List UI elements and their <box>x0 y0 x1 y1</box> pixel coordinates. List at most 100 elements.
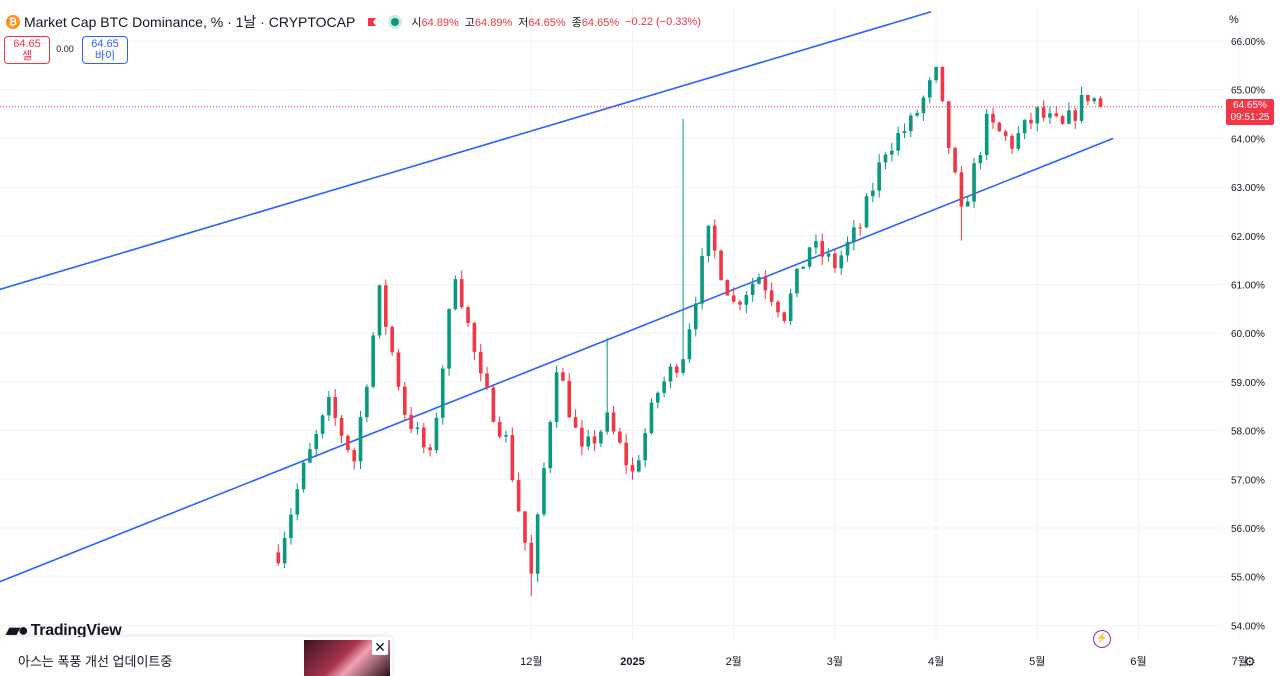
candle-body <box>1010 135 1014 149</box>
candle-body <box>630 465 635 472</box>
candle-body <box>396 352 401 387</box>
candle-body <box>365 386 369 418</box>
ohlc-open: 시64.89% <box>411 17 459 29</box>
spread-value: 0.00 <box>56 44 74 54</box>
candle-body <box>927 80 932 98</box>
candle-body <box>693 303 698 330</box>
candle-body <box>877 162 881 191</box>
current-price-tag: 64.65% 09:51:25 <box>1226 99 1274 125</box>
candle-body <box>757 277 761 284</box>
candle-body <box>1041 107 1046 118</box>
buy-button[interactable]: 64.65 바이 <box>82 36 128 64</box>
y-tick-label: 61.00% <box>1231 281 1265 292</box>
chart-header: ₿ Market Cap BTC Dominance, % · 1날 · CRY… <box>6 12 707 32</box>
channel-lower-line[interactable] <box>0 137 1114 583</box>
candle-body <box>883 154 888 163</box>
candle-body <box>447 309 451 369</box>
candle-body <box>535 514 540 574</box>
candle-body <box>649 402 654 434</box>
candle-body <box>643 433 647 461</box>
ohlc-low: 저64.65% <box>518 17 566 29</box>
sell-button[interactable]: 64.65 셀 <box>4 36 50 64</box>
candle-body <box>959 172 964 207</box>
x-tick-label: 4월 <box>928 655 944 668</box>
candle-body <box>580 427 584 447</box>
y-tick-label: 56.00% <box>1231 524 1265 535</box>
candle-body <box>542 468 546 515</box>
y-tick-label: 64.00% <box>1231 134 1265 145</box>
candle-body <box>1029 119 1033 124</box>
candle-body <box>1098 98 1103 107</box>
candle-body <box>668 366 673 382</box>
bar-countdown: 09:51:25 <box>1230 112 1270 123</box>
candle-body <box>472 322 477 352</box>
candle-body <box>681 359 685 373</box>
y-tick-label: 66.00% <box>1231 37 1265 48</box>
candle-body <box>567 380 572 418</box>
candle-body <box>523 511 527 543</box>
ohlc-change: −0.22 (−0.33%) <box>625 16 701 28</box>
candle-body <box>795 268 799 294</box>
candle-body <box>497 421 502 437</box>
candle-body <box>1086 94 1090 102</box>
candle-body <box>934 66 938 81</box>
candle-body <box>725 280 730 296</box>
candle-body <box>839 255 844 269</box>
close-icon[interactable]: ✕ <box>372 639 388 655</box>
candle-body <box>845 241 850 256</box>
tradingview-logo[interactable]: ▰● TradingView <box>6 620 122 641</box>
candle-body <box>902 131 907 134</box>
candle-body <box>276 552 281 564</box>
candle-body <box>769 290 774 302</box>
candle-body <box>915 113 919 116</box>
candle-body <box>592 436 597 444</box>
candle-body <box>674 366 679 373</box>
ad-banner[interactable]: 아스는 폭풍 개선 업데이트중 ✕ <box>0 637 392 676</box>
candle-body <box>744 294 749 305</box>
candle-body <box>972 163 976 202</box>
y-tick-label: 60.00% <box>1231 329 1265 340</box>
y-tick-label: 58.00% <box>1231 427 1265 438</box>
candle-body <box>991 113 995 123</box>
candle-body <box>953 147 957 173</box>
banner-text: 아스는 폭풍 개선 업데이트중 <box>18 654 173 669</box>
bitcoin-icon: ₿ <box>6 15 20 29</box>
candle-body <box>984 113 989 156</box>
axis-unit-button[interactable]: % <box>1229 14 1239 26</box>
candle-body <box>434 417 439 451</box>
candle-body <box>750 283 755 295</box>
lightning-icon[interactable]: ⚡ <box>1093 630 1111 648</box>
x-tick-label: 2월 <box>726 655 742 668</box>
candle-body <box>618 431 622 443</box>
flag-icon[interactable] <box>367 17 377 27</box>
candle-body <box>390 326 394 353</box>
y-tick-label: 62.00% <box>1231 232 1265 243</box>
tradingview-logo-icon: ▰● <box>6 620 29 640</box>
candle-body <box>333 396 338 418</box>
y-tick-label: 54.00% <box>1231 621 1265 632</box>
candle-body <box>1054 113 1059 117</box>
gear-icon[interactable]: ⚙ <box>1244 654 1256 669</box>
candle-body <box>504 435 508 437</box>
y-tick-label: 65.00% <box>1231 86 1265 97</box>
candle-body <box>453 279 458 310</box>
candle-body <box>801 266 806 269</box>
buy-label: 바이 <box>94 50 116 62</box>
candle-body <box>289 514 293 538</box>
candle-body <box>301 462 306 490</box>
channel-upper-line[interactable] <box>0 11 932 291</box>
candle-body <box>833 253 837 269</box>
symbol-title[interactable]: Market Cap BTC Dominance, % · 1날 · CRYPT… <box>24 14 356 30</box>
x-tick-label: 5월 <box>1029 655 1045 668</box>
market-status-icon <box>391 18 400 26</box>
y-tick-label: 57.00% <box>1231 475 1265 486</box>
candle-body <box>1035 107 1040 124</box>
candle-body <box>997 122 1002 132</box>
candle-body <box>946 101 951 148</box>
candle-body <box>491 387 496 422</box>
candle-body <box>586 436 591 447</box>
candle-body <box>820 241 825 257</box>
candle-body <box>814 241 818 248</box>
candle-body <box>459 279 464 308</box>
